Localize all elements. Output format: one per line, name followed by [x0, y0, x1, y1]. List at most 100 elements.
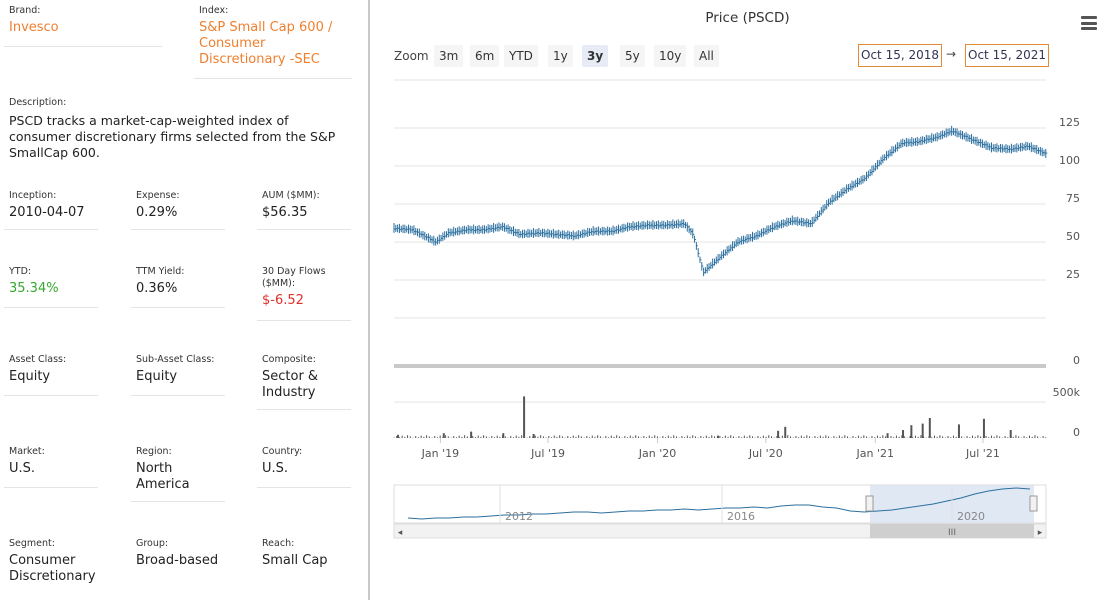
- price-axis: 125 100 75 50 25 0: [1059, 116, 1080, 367]
- volume-axis: 500k 0: [1053, 386, 1081, 439]
- zoom-5y-button[interactable]: 5y: [620, 45, 645, 67]
- sub-asset-class-label: Sub-Asset Class:: [136, 354, 215, 365]
- inception-value: 2010-04-07: [9, 205, 85, 220]
- volume-spike: [902, 430, 905, 438]
- ttm-yield-field: TTM Yield: 0.36%: [131, 266, 225, 308]
- market-value: U.S.: [9, 461, 36, 476]
- asset-class-label: Asset Class:: [9, 354, 67, 365]
- volume-spike: [784, 426, 787, 438]
- chart-title: Price (PSCD): [705, 10, 790, 26]
- brand-label: Brand:: [9, 5, 41, 16]
- volume-spike: [396, 434, 399, 438]
- price-tick-label: 75: [1066, 192, 1080, 205]
- scrollbar-thumb[interactable]: [870, 524, 1034, 538]
- segment-label: Segment:: [9, 538, 55, 549]
- reach-field: Reach: Small Cap: [257, 538, 351, 580]
- x-tick-label: Jul '20: [748, 447, 783, 460]
- market-field: Market: U.S.: [4, 446, 98, 488]
- segment-field: Segment: Consumer Discretionary: [4, 538, 98, 594]
- scroll-right-arrow-icon[interactable]: ▸: [1038, 528, 1043, 538]
- asset-class-field: Asset Class: Equity: [4, 354, 98, 396]
- zoom-10y-button[interactable]: 10y: [654, 45, 687, 67]
- navigator-left-handle[interactable]: [865, 495, 874, 512]
- x-tick-label: Jan '20: [638, 447, 676, 460]
- expense-label: Expense:: [136, 190, 180, 201]
- group-label: Group:: [136, 538, 169, 549]
- ytd-label: YTD:: [9, 266, 32, 277]
- ttm-yield-value: 0.36%: [136, 281, 178, 296]
- fund-info-panel: Brand: Invesco Index: S&P Small Cap 600 …: [0, 0, 368, 600]
- x-tick-label: Jan '19: [421, 447, 459, 460]
- sub-asset-class-value: Equity: [136, 369, 178, 384]
- group-field: Group: Broad-based: [131, 538, 225, 580]
- volume-spike: [502, 433, 505, 438]
- zoom-1y-button[interactable]: 1y: [548, 45, 573, 67]
- region-field: Region: North America: [131, 446, 225, 502]
- flows-value: $-6.52: [262, 293, 304, 308]
- country-value: U.S.: [262, 461, 289, 476]
- volume-spike: [470, 431, 473, 438]
- price-chart-panel: Price (PSCD) Zoom 3m 6m YTD 1y 3y 5y 10y…: [370, 0, 1110, 600]
- index-label: Index:: [199, 5, 229, 16]
- zoom-all-button[interactable]: All: [694, 45, 719, 67]
- flows-field: 30 Day Flows ($MM): $-6.52: [257, 266, 351, 321]
- x-tick-label: Jul '21: [965, 447, 1000, 460]
- chart-grid: [394, 79, 1046, 403]
- volume-spike: [886, 433, 889, 438]
- volume-spike: [1009, 430, 1012, 438]
- market-label: Market:: [9, 446, 45, 457]
- flows-label: 30 Day Flows ($MM):: [262, 266, 326, 289]
- ytd-field: YTD: 35.34%: [4, 266, 98, 308]
- date-range-arrow: →: [946, 47, 957, 61]
- x-tick-label: Jul '19: [530, 447, 565, 460]
- navigator-right-handle[interactable]: [1029, 495, 1038, 512]
- zoom-ytd-button[interactable]: YTD: [504, 45, 538, 67]
- from-date-input[interactable]: Oct 15, 2018: [858, 44, 942, 67]
- zoom-3m-button[interactable]: 3m: [434, 45, 464, 67]
- price-tick-label: 125: [1059, 116, 1080, 129]
- country-field: Country: U.S.: [257, 446, 351, 488]
- region-label: Region:: [136, 446, 172, 457]
- volume-spike: [442, 433, 445, 438]
- navigator-tick-label: 2016: [727, 510, 755, 523]
- volume-spike: [777, 430, 780, 438]
- x-axis: Jan '19 Jul '19 Jan '20 Jul '20 Jan '21 Jul '…: [421, 438, 1000, 460]
- inception-field: Inception: 2010-04-07: [4, 190, 98, 230]
- index-value[interactable]: S&P Small Cap 600 / Consumer Discretiona…: [199, 20, 333, 67]
- price-tick-label: 25: [1066, 268, 1080, 281]
- brand-value[interactable]: Invesco: [9, 20, 59, 35]
- navigator-series: [407, 487, 1031, 520]
- navigator-tick-label: 2020: [957, 510, 985, 523]
- volume-spike: [523, 396, 526, 438]
- expense-field: Expense: 0.29%: [131, 190, 225, 230]
- description-value: PSCD tracks a market-cap-weighted index …: [9, 113, 336, 160]
- volume-spike: [928, 418, 931, 438]
- volume-spike: [957, 424, 960, 438]
- zoom-3y-button[interactable]: 3y: [582, 45, 609, 67]
- composite-label: Composite:: [262, 354, 316, 365]
- volume-tick-label: 500k: [1053, 386, 1081, 399]
- panel-separator: [394, 364, 1046, 368]
- to-date-input[interactable]: Oct 15, 2021: [965, 44, 1049, 67]
- volume-spike: [982, 418, 985, 438]
- scrollbar-grip: III: [948, 528, 956, 538]
- price-tick-label: 0: [1073, 354, 1080, 367]
- reach-label: Reach:: [262, 538, 295, 549]
- ttm-yield-label: TTM Yield:: [136, 266, 185, 277]
- expense-value: 0.29%: [136, 205, 178, 220]
- scroll-left-arrow-icon[interactable]: ◂: [398, 528, 403, 538]
- zoom-6m-button[interactable]: 6m: [470, 45, 500, 67]
- volume-spike: [717, 435, 720, 438]
- volume-spike: [532, 434, 535, 438]
- x-tick-label: Jan '21: [856, 447, 894, 460]
- hamburger-menu-icon[interactable]: [1081, 16, 1097, 30]
- navigator-tick-label: 2012: [505, 510, 533, 523]
- aum-label: AUM ($MM):: [262, 190, 320, 201]
- index-field: Index: S&P Small Cap 600 / Consumer Disc…: [194, 5, 352, 79]
- brand-field: Brand: Invesco: [4, 5, 162, 47]
- volume-spike: [921, 423, 924, 438]
- composite-field: Composite: Sector & Industry: [257, 354, 351, 410]
- volume-tick-label: 0: [1073, 426, 1080, 439]
